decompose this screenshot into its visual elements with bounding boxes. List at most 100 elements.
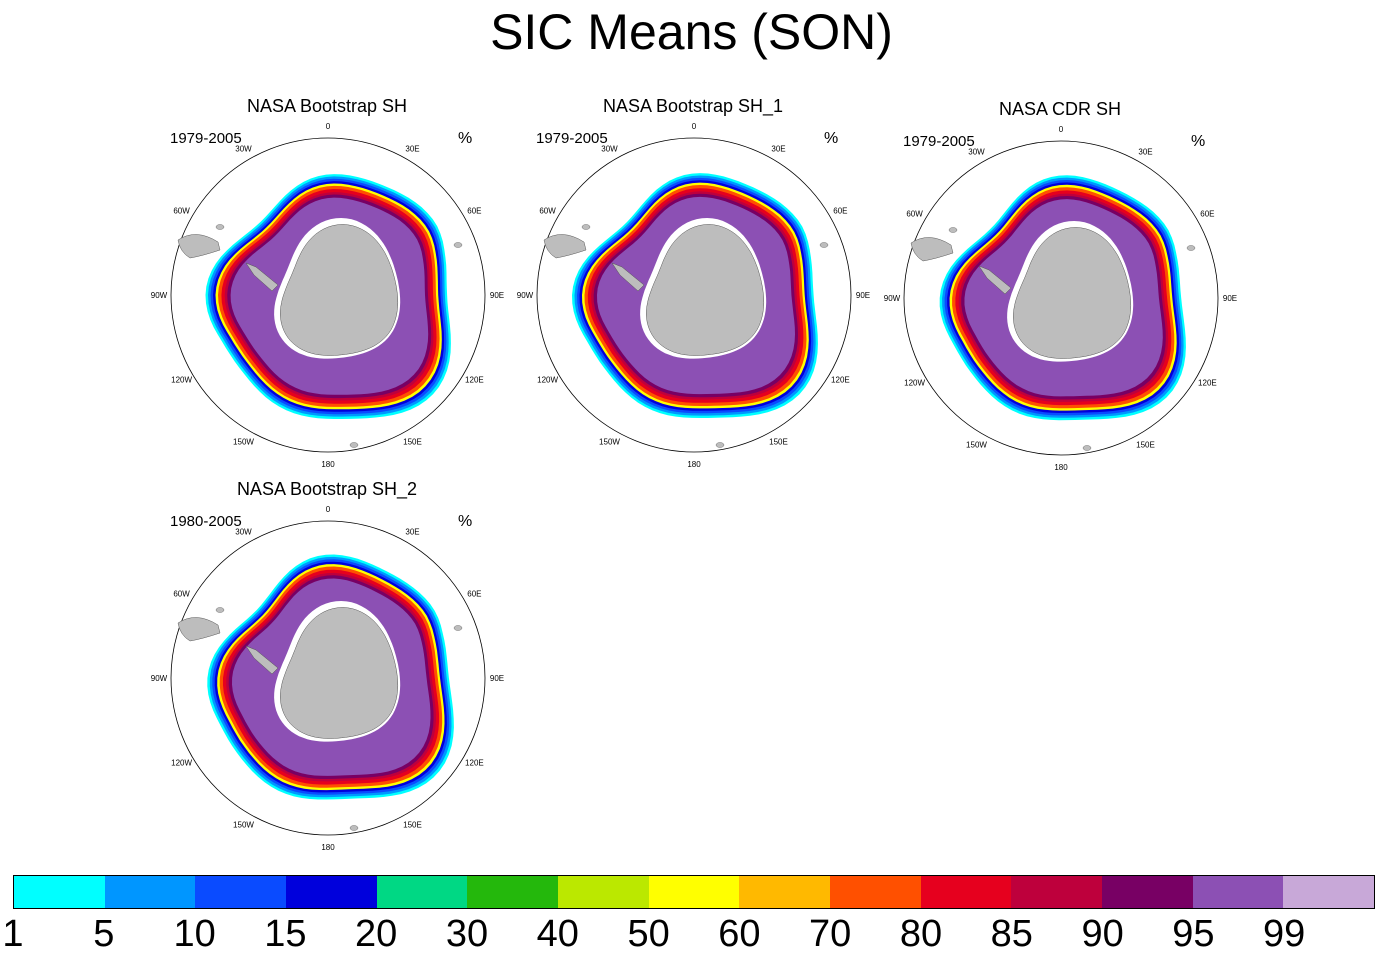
longitude-label: 90W [884,294,901,303]
island [453,625,463,631]
antarctic-peninsula [245,262,279,292]
panel-title: NASA Bootstrap SH_2 [236,479,418,499]
colorbar-tick-labels: 1 5 10 15 20 30 40 50 60 70 80 85 90 95 99 [0,912,1383,957]
longitude-label: 60E [467,207,481,216]
colorbar-tick-label: 99 [1263,913,1306,955]
island [1082,445,1092,451]
longitude-label: 150W [599,437,620,446]
longitude-label: 0 [692,122,697,131]
panel-period: 1979-2005 [536,130,608,147]
map-panel: 0 30E 60E 90E 120E 150E 180 150W 120W 90W 60W 30W NA… [151,478,540,858]
colorbar-tick-label: 70 [809,913,852,955]
longitude-label: 60W [173,207,190,216]
panel-title: NASA CDR SH [998,99,1122,119]
island [215,224,225,230]
colorbar-tick-label: 30 [445,913,489,955]
longitude-label: 180 [687,460,701,469]
colorbar-swatch [830,876,921,908]
colorbar-tick-label: 60 [718,913,761,955]
longitude-label: 120W [171,376,192,385]
map-panel: 0 30E 60E 90E 120E 150E 180 150W 120W 90W 60W 30W NA… [884,98,1273,478]
longitude-label: 180 [321,460,335,469]
longitude-label: 120W [904,379,925,388]
longitude-label: 120W [171,759,192,768]
colorbar-tick-label: 15 [264,913,307,955]
antarctica-landmass [280,607,399,739]
colorbar-tick-label: 90 [1081,913,1124,955]
colorbar-swatch [286,876,377,908]
longitude-label: 90E [1223,294,1237,303]
colorbar-tick-label: 95 [1172,913,1215,955]
longitude-label: 180 [1054,463,1068,472]
panel-unit: % [458,513,473,530]
longitude-label: 30E [405,145,419,154]
longitude-label: 90W [517,291,534,300]
colorbar [13,875,1375,909]
colorbar-tick-label: 85 [990,913,1033,955]
island [819,242,829,248]
longitude-label: 120W [537,376,558,385]
colorbar-swatch [648,876,740,908]
antarctic-peninsula [245,645,279,675]
island [581,224,591,230]
longitude-label: 150E [769,437,788,446]
colorbar-swatch [1283,876,1375,908]
longitude-label: 30E [771,145,785,154]
polar-stereographic-map: 0 30E 60E 90E 120E 150E 180 150W 120W 90W 60W 30W [151,505,504,852]
colorbar-swatch [467,876,559,908]
longitude-label: 30W [235,145,252,154]
longitude-label: 0 [1059,125,1064,134]
antarctica-landmass [646,224,765,356]
south-america-tip [910,237,954,262]
panel-unit: % [824,130,839,147]
south-america-tip [177,617,221,642]
panel-unit: % [458,130,473,147]
colorbar-tick-label: 80 [899,913,943,955]
longitude-label: 60W [906,210,923,219]
longitude-label: 90E [490,674,504,683]
longitude-label: 150W [966,440,987,449]
panel-title: NASA Bootstrap SH_1 [602,96,784,116]
longitude-label: 30W [968,148,985,157]
longitude-label: 30E [1138,148,1152,157]
colorbar-tick-label: 1 [2,913,24,955]
longitude-label: 30E [405,528,419,537]
longitude-label: 150W [233,437,254,446]
longitude-label: 60W [173,590,190,599]
island [349,825,359,831]
longitude-label: 180 [321,843,335,852]
island [349,442,359,448]
colorbar-swatch [739,876,831,908]
antarctic-peninsula [978,265,1012,295]
panel-period: 1979-2005 [170,130,242,147]
colorbar-swatch [104,876,196,908]
island [1186,245,1196,251]
longitude-label: 120E [831,376,850,385]
longitude-label: 60E [833,207,847,216]
figure-title: SIC Means (SON) [490,4,893,60]
south-america-tip [543,234,587,259]
longitude-label: 150E [403,437,422,446]
south-america-tip [177,234,221,259]
panel-period: 1979-2005 [903,133,975,150]
longitude-label: 30W [235,528,252,537]
colorbar-tick-label: 50 [627,913,670,955]
longitude-label: 90W [151,291,168,300]
longitude-label: 150E [1136,440,1155,449]
longitude-label: 30W [601,145,618,154]
panel-title: NASA Bootstrap SH [246,96,408,116]
longitude-label: 120E [1198,379,1217,388]
island [453,242,463,248]
longitude-label: 90E [490,291,504,300]
longitude-label: 90W [151,674,168,683]
longitude-label: 120E [465,759,484,768]
longitude-label: 150W [233,820,254,829]
colorbar-swatch [920,876,1012,908]
polar-stereographic-map: 0 30E 60E 90E 120E 150E 180 150W 120W 90W 60W 30W [884,125,1237,472]
longitude-label: 60E [467,590,481,599]
antarctica-landmass [280,224,399,356]
longitude-label: 60E [1200,210,1214,219]
colorbar-tick-label: 10 [173,913,216,955]
colorbar-tick-label: 5 [93,913,115,955]
antarctic-peninsula [611,262,645,292]
